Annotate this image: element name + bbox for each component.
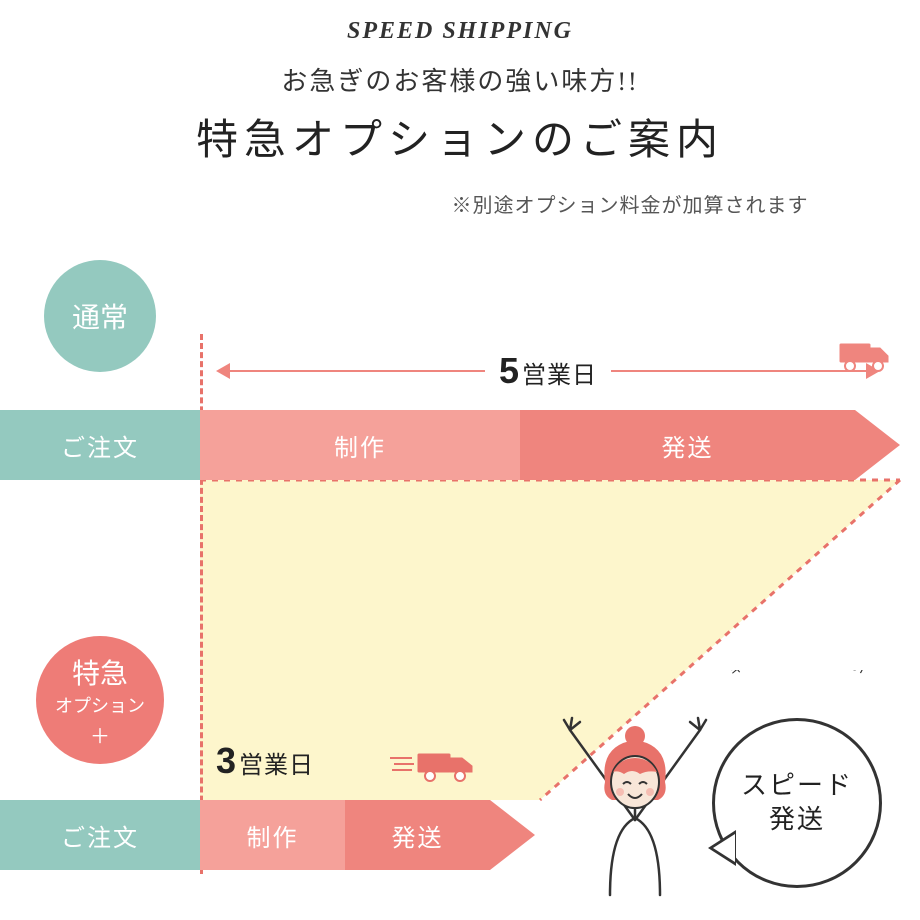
svg-text:早く欲しい時うれしい: 早く欲しい時うれしい <box>725 670 869 678</box>
normal-badge: 通常 <box>44 260 156 372</box>
express-row: ご注文 制作 発送 <box>0 800 535 870</box>
normal-timeline: 5営業日 <box>216 350 880 392</box>
express-days-label: 3営業日 <box>216 740 314 782</box>
normal-row: ご注文 制作 発送 <box>0 410 900 480</box>
timeline-arrow-left-icon <box>216 363 230 379</box>
header: SPEED SHIPPING お急ぎのお客様の強い味方!! 特急オプションのご案… <box>0 0 920 218</box>
note-text: ※別途オプション料金が加算されます <box>340 189 920 218</box>
normal-cell-production: 制作 <box>200 410 520 480</box>
title-text: 特急オプションのご案内 <box>0 106 920 167</box>
express-cell-production: 制作 <box>200 800 345 870</box>
speed-bubble: スピード 発送 <box>712 718 882 888</box>
express-badge-line1: 特急 <box>72 652 128 692</box>
normal-arrow-icon <box>855 410 900 480</box>
normal-cell-order: ご注文 <box>0 410 200 480</box>
express-arrow-icon <box>490 800 535 870</box>
truck-speed-icon <box>390 748 480 788</box>
normal-badge-label: 通常 <box>72 296 128 336</box>
normal-days-label: 5営業日 <box>485 350 611 392</box>
express-badge-plus: ＋ <box>90 720 110 749</box>
express-badge-line2: オプション <box>55 692 145 718</box>
eyebrow-text: SPEED SHIPPING <box>0 18 920 45</box>
express-badge: 特急 オプション ＋ <box>36 636 164 764</box>
express-cell-order: ご注文 <box>0 800 200 870</box>
express-cell-shipping: 発送 <box>345 800 490 870</box>
normal-cell-shipping: 発送 <box>520 410 855 480</box>
truck-icon <box>838 338 892 374</box>
subtitle-text: お急ぎのお客様の強い味方!! <box>0 61 920 98</box>
